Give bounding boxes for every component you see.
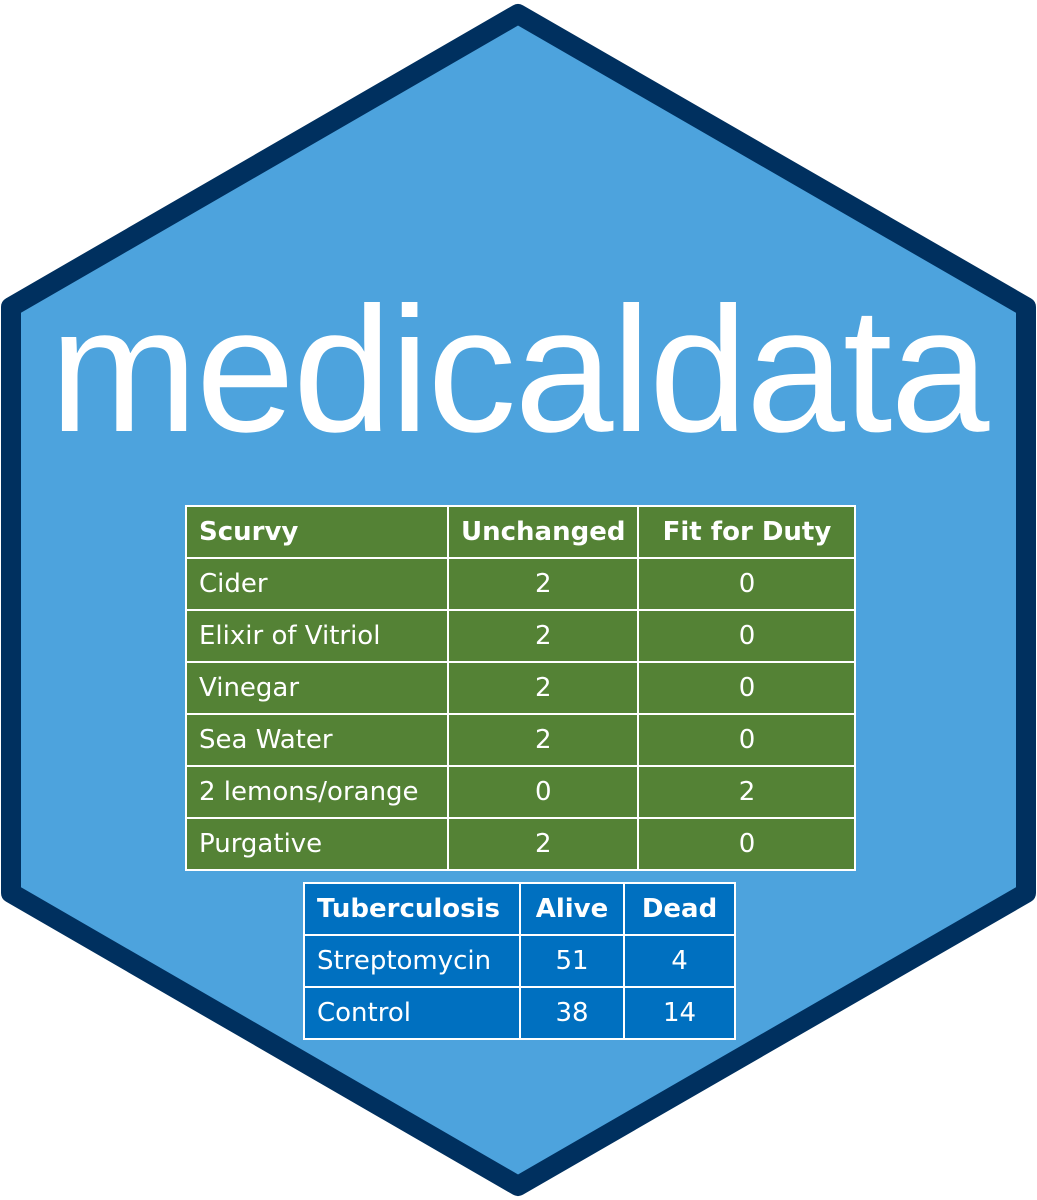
- table-row: 2 lemons/orange 0 2: [185, 765, 857, 819]
- cell: Elixir of Vitriol: [185, 609, 449, 663]
- table-header-row: Tuberculosis Alive Dead: [303, 882, 736, 936]
- table-row: Streptomycin 51 4: [303, 934, 736, 988]
- cell: Cider: [185, 557, 449, 611]
- cell: Control: [303, 986, 521, 1040]
- cell: Purgative: [185, 817, 449, 871]
- cell: 2: [446, 661, 640, 715]
- table-row: Purgative 2 0: [185, 817, 857, 871]
- cell: 38: [519, 986, 625, 1040]
- table-header-row: Scurvy Unchanged Fit for Duty: [185, 505, 857, 559]
- cell: 2: [446, 713, 640, 767]
- header-cell: Unchanged: [446, 505, 640, 559]
- table-row: Elixir of Vitriol 2 0: [185, 609, 857, 663]
- table-row: Vinegar 2 0: [185, 661, 857, 715]
- header-cell: Alive: [519, 882, 625, 936]
- cell: 2 lemons/orange: [185, 765, 449, 819]
- cell: 0: [637, 661, 857, 715]
- cell: 2: [446, 609, 640, 663]
- header-cell: Scurvy: [185, 505, 449, 559]
- cell: 14: [623, 986, 736, 1040]
- cell: 2: [446, 557, 640, 611]
- table-row: Sea Water 2 0: [185, 713, 857, 767]
- cell: 0: [446, 765, 640, 819]
- header-cell: Tuberculosis: [303, 882, 521, 936]
- table-row: Control 38 14: [303, 986, 736, 1040]
- cell: 0: [637, 713, 857, 767]
- logo-title: medicaldata: [49, 270, 990, 469]
- cell: 51: [519, 934, 625, 988]
- cell: Streptomycin: [303, 934, 521, 988]
- header-cell: Dead: [623, 882, 736, 936]
- cell: 0: [637, 817, 857, 871]
- tuberculosis-table: Tuberculosis Alive Dead Streptomycin 51 4 …: [303, 882, 736, 1040]
- cell: 0: [637, 557, 857, 611]
- cell: 4: [623, 934, 736, 988]
- table-row: Cider 2 0: [185, 557, 857, 611]
- cell: Vinegar: [185, 661, 449, 715]
- cell: 2: [637, 765, 857, 819]
- cell: 2: [446, 817, 640, 871]
- cell: Sea Water: [185, 713, 449, 767]
- scurvy-table: Scurvy Unchanged Fit for Duty Cider 2 0 El…: [185, 505, 857, 871]
- cell: 0: [637, 609, 857, 663]
- header-cell: Fit for Duty: [637, 505, 857, 559]
